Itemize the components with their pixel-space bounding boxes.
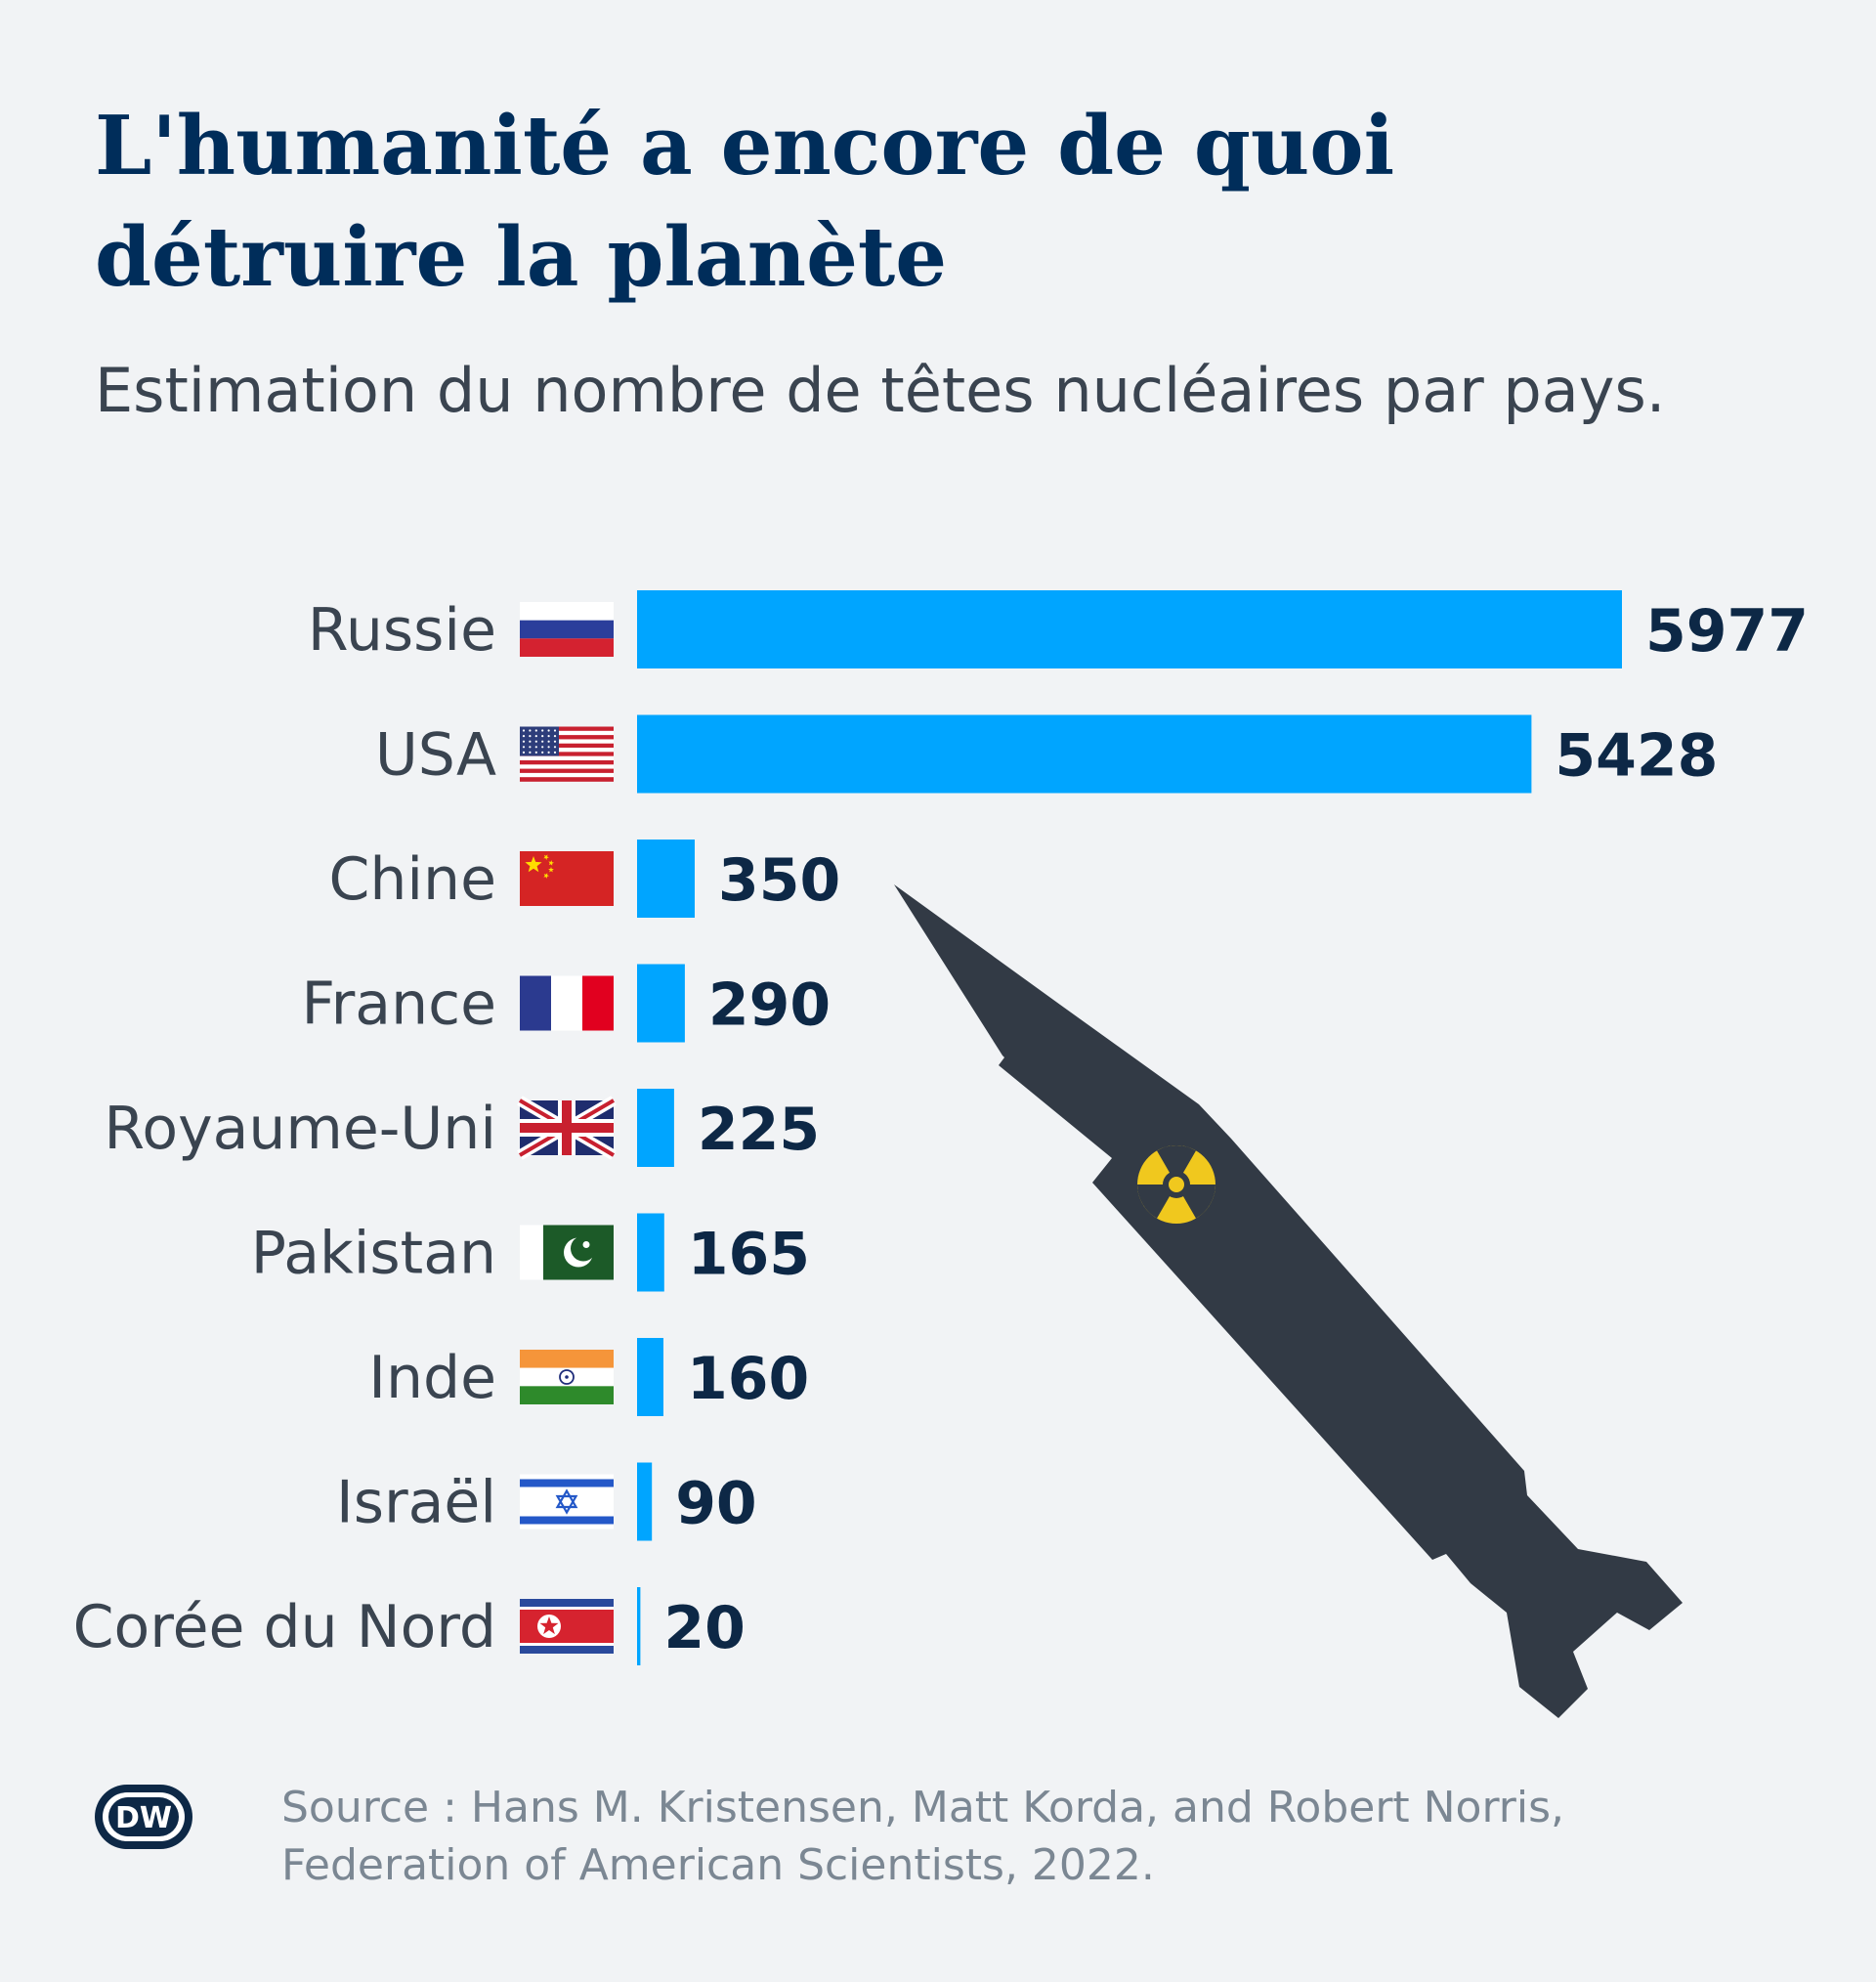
dw-logo: DW: [95, 1785, 192, 1849]
category-label: Corée du Nord: [73, 1593, 496, 1661]
uk-flag: [517, 1096, 617, 1160]
israel-flag: [520, 1474, 614, 1530]
bar: [637, 964, 685, 1043]
value-label: 90: [675, 1470, 757, 1538]
category-labels: Russie USA Chine France Royaume-Uni Pakistan I…: [73, 596, 496, 1661]
bar: [637, 590, 1622, 668]
bar: [637, 714, 1532, 794]
flags: [517, 602, 617, 1654]
dw-logo-text: DW: [115, 1801, 172, 1835]
category-label: Russie: [308, 596, 496, 665]
value-label: 20: [663, 1594, 746, 1662]
bar-chart: Russie USA Chine France Royaume-Uni Pakistan I…: [73, 590, 1809, 1718]
north-korea-flag: [520, 1599, 614, 1654]
chart-title: L'humanité a encore de quoi détruire la …: [95, 90, 1658, 313]
bar: [637, 840, 695, 918]
china-flag: [520, 851, 614, 906]
category-label: Pakistan: [251, 1220, 496, 1288]
value-label: 290: [708, 971, 831, 1040]
missile-icon: [894, 884, 1683, 1718]
chart-subtitle: Estimation du nombre de têtes nucléaires…: [95, 355, 1666, 426]
bars: [637, 590, 1622, 1665]
radiation-icon: [1137, 1145, 1215, 1224]
bar: [637, 1587, 641, 1665]
source-line2: Federation of American Scientists, 2022.: [281, 1840, 1155, 1890]
source-note: Source : Hans M. Kristensen, Matt Korda,…: [281, 1779, 1747, 1894]
value-label: 350: [718, 846, 840, 915]
bar: [637, 1089, 674, 1167]
value-label: 225: [698, 1096, 820, 1164]
category-label: Royaume-Uni: [104, 1095, 496, 1163]
category-label: USA: [375, 721, 496, 790]
bar: [637, 1213, 664, 1292]
pakistan-flag: [520, 1225, 614, 1280]
france-flag: [520, 975, 614, 1031]
category-label: Chine: [328, 845, 496, 914]
value-label: 165: [688, 1221, 810, 1289]
value-labels: 5977 5428 350 290 225 165 160 90 20: [663, 597, 1809, 1662]
category-label: Israël: [336, 1469, 496, 1537]
india-flag: [520, 1350, 614, 1404]
category-label: Inde: [368, 1344, 496, 1412]
bar: [637, 1338, 663, 1416]
value-label: 5428: [1555, 722, 1718, 791]
value-label: 5977: [1645, 597, 1809, 666]
source-line1: Source : Hans M. Kristensen, Matt Korda,…: [281, 1783, 1565, 1832]
value-label: 160: [687, 1345, 809, 1413]
bar: [637, 1462, 653, 1541]
usa-flag: [520, 726, 614, 782]
chart-title-line1: L'humanité a encore de quoi: [95, 98, 1395, 194]
russia-flag: [520, 602, 614, 657]
category-label: France: [301, 970, 496, 1039]
chart-title-line2: détruire la planète: [95, 209, 948, 305]
